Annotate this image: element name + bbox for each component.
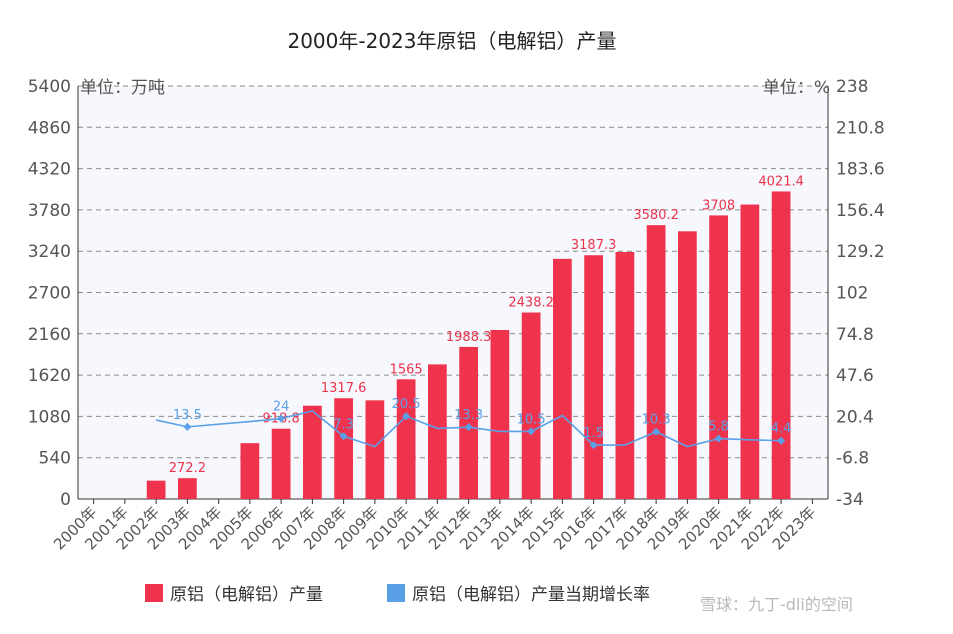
bar [490,329,510,499]
growth-point [339,432,348,441]
left-tick-label: 3780 [28,201,71,221]
bar-data-label: 272.2 [169,461,206,476]
growth-data-label: 20.5 [392,397,421,412]
bar-data-label: 3580.2 [633,208,679,223]
growth-data-label: 13.5 [173,408,202,423]
bar-data-label: 2438.2 [508,296,554,311]
bar [584,255,603,499]
bar [146,480,166,499]
left-axis-unit: 单位：万吨 [80,78,165,98]
left-tick-label: 4320 [28,160,71,180]
left-tick-label: 2160 [28,325,71,345]
bar [365,400,385,499]
right-tick-label: -6.8 [836,449,869,469]
growth-data-label: 10.5 [517,412,546,427]
bar [240,443,260,499]
chart-title: 2000年-2023年原铝（电解铝）产量 [287,29,616,53]
legend-label-bars: 原铝（电解铝）产量 [170,585,323,605]
bar [553,258,572,499]
bar [459,346,478,499]
bar [334,398,353,499]
right-tick-label: 183.6 [836,160,885,180]
bar [303,405,322,499]
bar [521,312,541,499]
bar-data-label: 1317.6 [321,381,367,396]
left-tick-label: 4860 [28,118,71,138]
growth-data-label: 7.3 [333,417,354,432]
growth-point [183,422,192,431]
left-tick-label: 1080 [28,407,71,427]
right-tick-label: 20.4 [836,407,874,427]
left-tick-label: 5400 [28,77,71,97]
growth-point [464,423,473,432]
legend: 原铝（电解铝）产量 原铝（电解铝）产量当期增长率 [145,584,650,605]
growth-data-label: 13.3 [454,408,483,423]
left-tick-label: 1620 [28,366,71,386]
bar [396,379,416,499]
growth-data-label: 4.4 [771,422,792,437]
legend-swatch-line [387,584,405,602]
right-tick-label: 47.6 [836,366,874,386]
growth-data-label: 1.5 [583,426,604,441]
growth-point [777,436,786,445]
growth-point [527,427,536,436]
right-tick-label: -34 [836,490,864,510]
right-tick-label: 129.2 [836,242,885,262]
left-tick-label: 540 [39,449,71,469]
bar [615,251,635,499]
left-tick-label: 0 [60,490,71,510]
bar-data-label: 1565 [390,362,423,377]
bar-data-label: 4021.4 [758,174,804,189]
growth-point [714,434,723,443]
left-tick-label: 3240 [28,242,71,262]
bar-data-label: 1988.3 [446,330,492,345]
bar [178,478,197,499]
bar [646,225,666,499]
growth-data-label: 5.8 [708,420,729,435]
growth-point [589,441,598,450]
growth-data-label: 24 [273,400,290,415]
right-tick-label: 156.4 [836,201,885,221]
bar [709,215,728,499]
plot-area: 0 -34 540 -6.8 1080 20.4 1620 47.6 2160 74.8 2700 1… [28,77,885,553]
growth-point [277,414,286,423]
bar [428,364,447,499]
bar [771,191,791,499]
growth-data-label: 10.3 [642,413,671,428]
growth-point [652,427,661,436]
bar [271,428,291,499]
growth-point [402,412,411,421]
bar-data-label: 3187.3 [571,238,617,253]
right-tick-label: 102 [836,284,868,304]
legend-label-line: 原铝（电解铝）产量当期增长率 [412,585,650,605]
right-tick-label: 74.8 [836,325,874,345]
bar-data-label: 3708 [702,198,735,213]
legend-swatch-bars [145,584,163,602]
right-tick-label: 210.8 [836,118,885,138]
left-tick-label: 2700 [28,284,71,304]
right-axis-unit: 单位：% [763,78,830,98]
bar [740,204,760,499]
right-tick-label: 238 [836,77,868,97]
bar [678,231,697,499]
growth-line [155,410,782,448]
watermark: 雪球：九丁-dli的空间 [700,595,853,614]
